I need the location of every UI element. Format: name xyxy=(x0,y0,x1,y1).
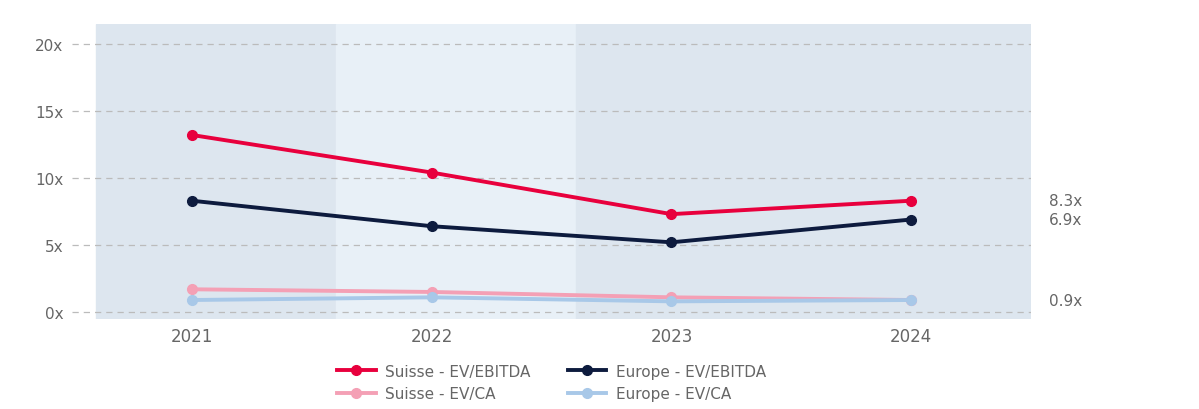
Text: 6.9x: 6.9x xyxy=(1049,213,1083,227)
Bar xyxy=(336,25,576,319)
Text: 0.9x: 0.9x xyxy=(1049,293,1083,308)
Bar xyxy=(96,25,336,319)
Legend: Suisse - EV/EBITDA, Suisse - EV/CA, Europe - EV/EBITDA, Europe - EV/CA: Suisse - EV/EBITDA, Suisse - EV/CA, Euro… xyxy=(337,364,766,401)
Text: 8.3x: 8.3x xyxy=(1049,194,1083,209)
Bar xyxy=(576,25,1031,319)
